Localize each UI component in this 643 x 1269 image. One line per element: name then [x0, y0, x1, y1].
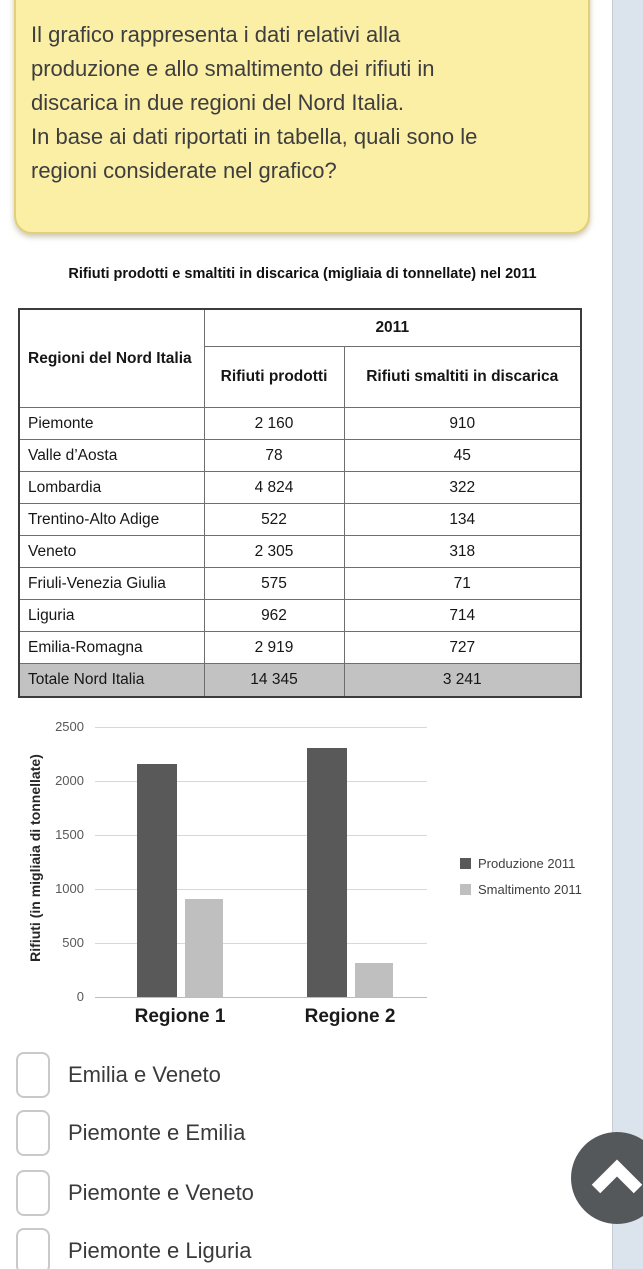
- legend-item-produzione: Produzione 2011: [460, 856, 575, 871]
- question-text-line: regioni considerate nel grafico?: [31, 158, 337, 183]
- data-table: Regioni del Nord Italia 2011 Rifiuti pro…: [18, 308, 583, 698]
- answer-option[interactable]: Emilia e Veneto: [16, 1052, 221, 1098]
- answer-option-label: Emilia e Veneto: [68, 1062, 221, 1087]
- scroll-to-top-button[interactable]: [571, 1132, 643, 1224]
- answer-option[interactable]: Piemonte e Veneto: [16, 1170, 254, 1216]
- legend-label: Produzione 2011: [478, 856, 576, 871]
- question-text-line: produzione e allo smaltimento dei rifiut…: [31, 56, 435, 81]
- legend-label: Smaltimento 2011: [478, 882, 582, 897]
- question-text: Il grafico rappresenta i dati relativi a…: [31, 18, 576, 188]
- answer-option-label: Piemonte e Emilia: [68, 1120, 246, 1145]
- question-text-line: Il grafico rappresenta i dati relativi a…: [31, 22, 401, 47]
- checkbox[interactable]: [16, 1170, 50, 1216]
- y-tick-label: 1000: [55, 881, 84, 896]
- checkbox[interactable]: [16, 1052, 50, 1098]
- table-row: Lombardia 4 824 322: [18, 471, 582, 504]
- bar-chart: Rifiuti (in migliaia di tonnellate) 2500…: [0, 712, 612, 1036]
- table-header-year: 2011: [203, 308, 582, 347]
- table-row: Piemonte 2 160 910: [18, 407, 582, 440]
- y-tick-label: 500: [62, 935, 84, 950]
- x-axis-line: [95, 997, 427, 998]
- table-header-region: Regioni del Nord Italia: [18, 308, 205, 408]
- x-category-label: Regione 1: [134, 1006, 226, 1027]
- answer-option[interactable]: Piemonte e Emilia: [16, 1110, 245, 1156]
- question-card: Il grafico rappresenta i dati relativi a…: [14, 0, 590, 234]
- table-total-row: Totale Nord Italia 14 345 3 241: [18, 663, 582, 697]
- question-text-line: In base ai dati riportati in tabella, qu…: [31, 124, 478, 149]
- bar-smaltimento-regione-1: [185, 898, 223, 997]
- table-row: Friuli-Venezia Giulia 575 71: [18, 567, 582, 600]
- chevron-up-icon: [591, 1159, 643, 1194]
- table-header-row-sub: Rifiuti prodotti Rifiuti smaltiti in dis…: [19, 346, 582, 408]
- checkbox[interactable]: [16, 1110, 50, 1156]
- table-header-disposed: Rifiuti smaltiti in discarica: [343, 346, 582, 408]
- bar-smaltimento-regione-2: [355, 962, 393, 997]
- gridline: [95, 835, 427, 836]
- legend-swatch-dark-icon: [460, 858, 471, 869]
- checkbox[interactable]: [16, 1228, 50, 1269]
- y-tick-label: 2000: [55, 773, 84, 788]
- gridline: [95, 727, 427, 728]
- y-tick-label: 1500: [55, 827, 84, 842]
- page-side-strip: [612, 0, 643, 1269]
- y-tick-label: 0: [76, 989, 84, 1004]
- bar-produzione-regione-2: [307, 748, 347, 997]
- bar-produzione-regione-1: [137, 763, 177, 997]
- answer-option-label: Piemonte e Liguria: [68, 1238, 252, 1263]
- legend-item-smaltimento: Smaltimento 2011: [460, 882, 582, 897]
- table-header-produced: Rifiuti prodotti: [203, 346, 345, 408]
- y-tick-label: 2500: [55, 719, 84, 734]
- table-row: Liguria 962 714: [18, 599, 582, 632]
- table-row: Valle d’Aosta 78 45: [18, 439, 582, 472]
- answer-option-label: Piemonte e Veneto: [68, 1180, 254, 1205]
- gridline: [95, 889, 427, 890]
- legend-swatch-light-icon: [460, 884, 471, 895]
- table-title: Rifiuti prodotti e smaltiti in discarica…: [68, 266, 537, 282]
- gridline: [95, 781, 427, 782]
- gridline: [95, 943, 427, 944]
- table-row: Emilia-Romagna 2 919 727: [18, 631, 582, 664]
- table-row: Trentino-Alto Adige 522 134: [18, 503, 582, 536]
- x-category-label: Regione 2: [304, 1006, 396, 1027]
- question-text-line: discarica in due regioni del Nord Italia…: [31, 90, 404, 115]
- answer-option[interactable]: Piemonte e Liguria: [16, 1228, 251, 1269]
- table-header-row-year: Regioni del Nord Italia 2011: [18, 308, 582, 408]
- table-row: Veneto 2 305 318: [18, 535, 582, 568]
